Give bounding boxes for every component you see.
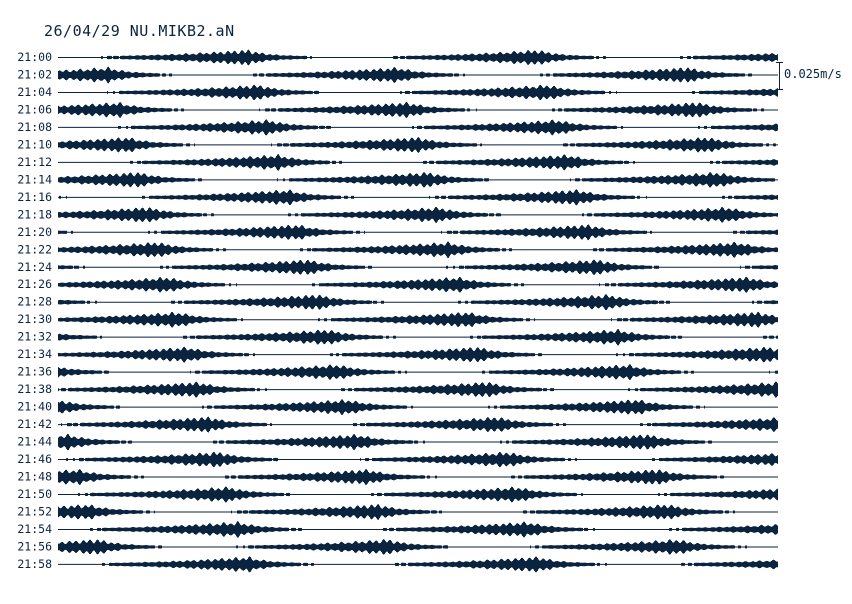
row-time-label: 21:26 [17,277,52,291]
row-time-label: 21:28 [17,295,52,309]
seismic-trace [58,66,778,84]
row-time-label: 21:32 [17,330,52,344]
seismic-trace [58,346,778,363]
seismic-trace [58,539,778,555]
row-time-label: 21:18 [17,207,52,221]
row-time-label: 21:30 [17,312,52,326]
row-time-label: 21:44 [17,435,52,449]
seismic-trace [58,189,778,206]
seismic-trace [58,84,778,100]
row-time-label: 21:56 [17,539,52,553]
seismic-trace [58,469,778,485]
row-time-label: 21:38 [17,382,52,396]
row-time-label: 21:06 [17,102,52,116]
row-time-label: 21:08 [17,120,52,134]
scale-label: 0.025m/s [784,67,842,81]
row-time-label: 21:52 [17,504,52,518]
seismic-trace [58,399,778,415]
seismic-trace [58,259,778,275]
seismic-trace [58,504,778,520]
row-time-label: 21:54 [17,522,52,536]
seismic-trace [58,172,778,188]
row-time-label: 21:00 [17,50,52,64]
seismic-trace [58,49,778,66]
row-time-label: 21:58 [17,557,52,571]
chart-title: 26/04/29 NU.MIKB2.aN [44,22,235,40]
seismic-trace [58,556,778,573]
row-time-label: 21:46 [17,452,52,466]
seismic-trace [58,452,778,468]
row-time-label: 21:12 [17,155,52,169]
row-time-label: 21:16 [17,190,52,204]
seismic-trace [58,311,778,328]
row-time-label: 21:34 [17,347,52,361]
seismic-trace [58,119,778,136]
seismic-trace [58,224,778,241]
seismic-trace [58,137,778,153]
row-time-label: 21:14 [17,172,52,186]
seismic-trace [58,207,778,223]
seismic-trace [58,154,778,171]
row-time-label: 21:10 [17,137,52,151]
row-time-label: 21:04 [17,85,52,99]
seismic-trace [58,364,778,380]
seismic-trace [58,416,778,433]
row-time-label: 21:22 [17,242,52,256]
row-time-label: 21:42 [17,417,52,431]
scale-bar [776,62,783,90]
row-time-label: 21:48 [17,470,52,484]
seismic-trace [58,521,778,538]
seismic-trace [58,102,778,118]
seismic-trace [58,486,778,503]
seismic-trace [58,434,778,451]
row-time-label: 21:20 [17,225,52,239]
row-time-label: 21:40 [17,400,52,414]
row-time-label: 21:36 [17,365,52,379]
seismic-trace [58,381,778,398]
seismic-trace [58,294,778,310]
seismic-trace [58,276,778,293]
seismic-trace [58,241,778,258]
seismic-trace [58,329,778,346]
row-time-label: 21:24 [17,260,52,274]
row-time-label: 21:50 [17,487,52,501]
row-time-label: 21:02 [17,67,52,81]
